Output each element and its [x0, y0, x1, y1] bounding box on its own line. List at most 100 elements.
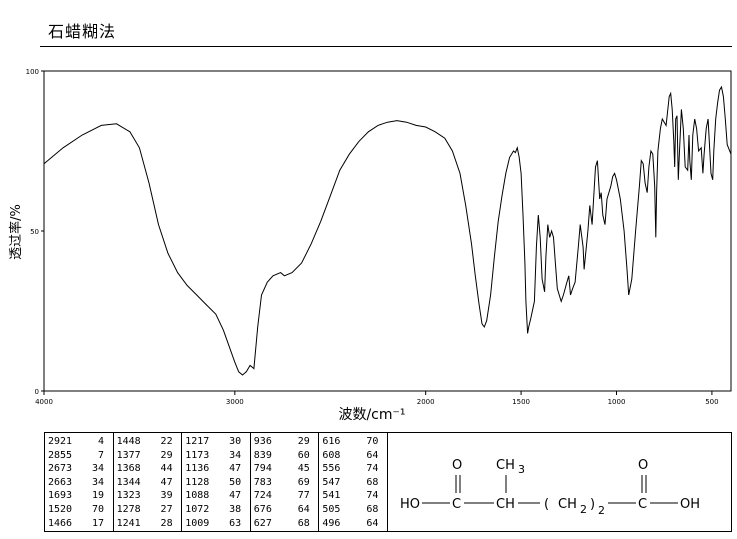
- peak-column-0: 2921 4 2855 7 2673 34 2663 34 1693 19 1520 70 1466 17: [45, 433, 114, 531]
- struct-ch2: CH: [558, 497, 577, 512]
- peak-transmittance: 64: [366, 517, 379, 529]
- peak-row: 1323 39: [117, 489, 180, 503]
- peak-transmittance: 19: [91, 490, 104, 502]
- peak-transmittance: 47: [229, 463, 242, 475]
- peak-row: 2855 7: [48, 449, 111, 463]
- peak-wavenumber: 1448: [116, 436, 141, 447]
- peak-wavenumber: 794: [253, 463, 272, 475]
- peak-transmittance: 38: [229, 503, 242, 515]
- peak-transmittance: 7: [97, 449, 104, 461]
- peak-transmittance: 74: [366, 490, 379, 502]
- peak-wavenumber: 839: [253, 449, 272, 461]
- y-tick-label-0: 0: [35, 388, 39, 396]
- peak-transmittance: 74: [366, 463, 379, 475]
- struct-o2: O: [638, 458, 648, 473]
- struct-o1: O: [452, 458, 462, 473]
- peak-wavenumber: 724: [253, 490, 272, 502]
- peak-wavenumber: 556: [322, 463, 341, 475]
- peak-column-2: 1217 30 1173 34 1136 47 1128 50 1088 47 1072 38 1009…: [182, 433, 251, 531]
- peak-transmittance: 64: [366, 449, 379, 461]
- peak-row: 1136 47: [185, 462, 248, 476]
- peak-wavenumber: 1241: [116, 517, 141, 529]
- peak-wavenumber: 616: [322, 436, 341, 447]
- x-tick-label-1: 3000: [226, 398, 244, 406]
- struct-c1: C: [452, 497, 461, 512]
- x-tick-label-2: 2000: [417, 398, 435, 406]
- peak-row: 541 74: [322, 489, 385, 503]
- peak-wavenumber: 1128: [185, 476, 210, 488]
- peak-row: 839 60: [254, 449, 317, 463]
- peak-row: 1693 19: [48, 489, 111, 503]
- structure-box: HO C O CH CH 3 ( CH 2 ) 2 C O OH: [388, 432, 732, 532]
- title-underline: [40, 46, 732, 47]
- peak-row: 505 68: [322, 503, 385, 517]
- peak-row: 616 70: [322, 435, 385, 449]
- peak-transmittance: 60: [297, 449, 310, 461]
- peak-row: 1009 63: [185, 517, 248, 531]
- y-tick-label-1: 50: [30, 228, 39, 236]
- peak-transmittance: 70: [366, 436, 379, 447]
- struct-ch: CH: [496, 497, 515, 512]
- peak-transmittance: 30: [229, 436, 242, 447]
- peak-transmittance: 4: [97, 436, 104, 447]
- peak-wavenumber: 2855: [48, 449, 73, 461]
- peak-wavenumber: 936: [253, 436, 272, 447]
- spectrum-line: [43, 85, 732, 376]
- peak-wavenumber: 1217: [185, 436, 210, 447]
- peak-column-3: 936 29 839 60 794 45 783 69 724 77 676 64 627 68: [251, 433, 320, 531]
- struct-paren-close: ): [590, 497, 595, 512]
- x-tick-label-3: 1500: [512, 398, 530, 406]
- peak-column-4: 616 70 608 64 556 74 547 68 541 74 505 68 496 64: [319, 433, 387, 531]
- peak-row: 1128 50: [185, 476, 248, 490]
- peak-transmittance: 63: [229, 517, 242, 529]
- peak-table: 2921 4 2855 7 2673 34 2663 34 1693 19 1520 70 1466 17…: [44, 432, 388, 532]
- peak-wavenumber: 1466: [48, 517, 73, 529]
- peak-wavenumber: 2673: [48, 463, 73, 475]
- peak-wavenumber: 1072: [185, 503, 210, 515]
- peak-wavenumber: 541: [322, 490, 341, 502]
- y-tick-label-2: 100: [26, 68, 39, 76]
- peak-row: 794 45: [254, 462, 317, 476]
- peak-wavenumber: 2663: [48, 476, 73, 488]
- peak-wavenumber: 1377: [116, 449, 141, 461]
- peak-row: 1520 70: [48, 503, 111, 517]
- peak-row: 1377 29: [117, 449, 180, 463]
- peak-transmittance: 34: [229, 449, 242, 461]
- peak-row: 1466 17: [48, 517, 111, 531]
- peak-row: 936 29: [254, 435, 317, 449]
- peak-wavenumber: 783: [253, 476, 272, 488]
- peak-transmittance: 64: [297, 503, 310, 515]
- peak-transmittance: 68: [366, 503, 379, 515]
- peak-wavenumber: 1520: [48, 503, 73, 515]
- peak-wavenumber: 676: [253, 503, 272, 515]
- peak-transmittance: 68: [366, 476, 379, 488]
- peak-row: 627 68: [254, 517, 317, 531]
- peak-row: 608 64: [322, 449, 385, 463]
- peak-row: 1173 34: [185, 449, 248, 463]
- peak-row: 1448 22: [117, 435, 180, 449]
- peak-row: 783 69: [254, 476, 317, 490]
- peak-row: 1088 47: [185, 489, 248, 503]
- peak-wavenumber: 1693: [48, 490, 73, 502]
- struct-ch3-sub: 3: [518, 463, 525, 476]
- x-tick-label-0: 4000: [35, 398, 53, 406]
- peak-wavenumber: 1344: [116, 476, 141, 488]
- peak-wavenumber: 1088: [185, 490, 210, 502]
- page-title: 石蜡糊法: [48, 22, 117, 41]
- peak-row: 556 74: [322, 462, 385, 476]
- peak-row: 2663 34: [48, 476, 111, 490]
- peak-wavenumber: 627: [253, 517, 272, 529]
- peak-row: 1278 27: [117, 503, 180, 517]
- struct-ho: HO: [400, 497, 420, 512]
- peak-transmittance: 68: [297, 517, 310, 529]
- peak-transmittance: 29: [160, 449, 173, 461]
- struct-paren-open: (: [544, 497, 549, 512]
- x-tick-label-4: 1000: [608, 398, 626, 406]
- x-tick-label-5: 500: [705, 398, 718, 406]
- peak-wavenumber: 496: [322, 517, 341, 529]
- peak-row: 496 64: [322, 517, 385, 531]
- peak-transmittance: 45: [297, 463, 310, 475]
- plot-frame: [43, 70, 732, 392]
- peak-row: 2921 4: [48, 435, 111, 449]
- peak-wavenumber: 1009: [185, 517, 210, 529]
